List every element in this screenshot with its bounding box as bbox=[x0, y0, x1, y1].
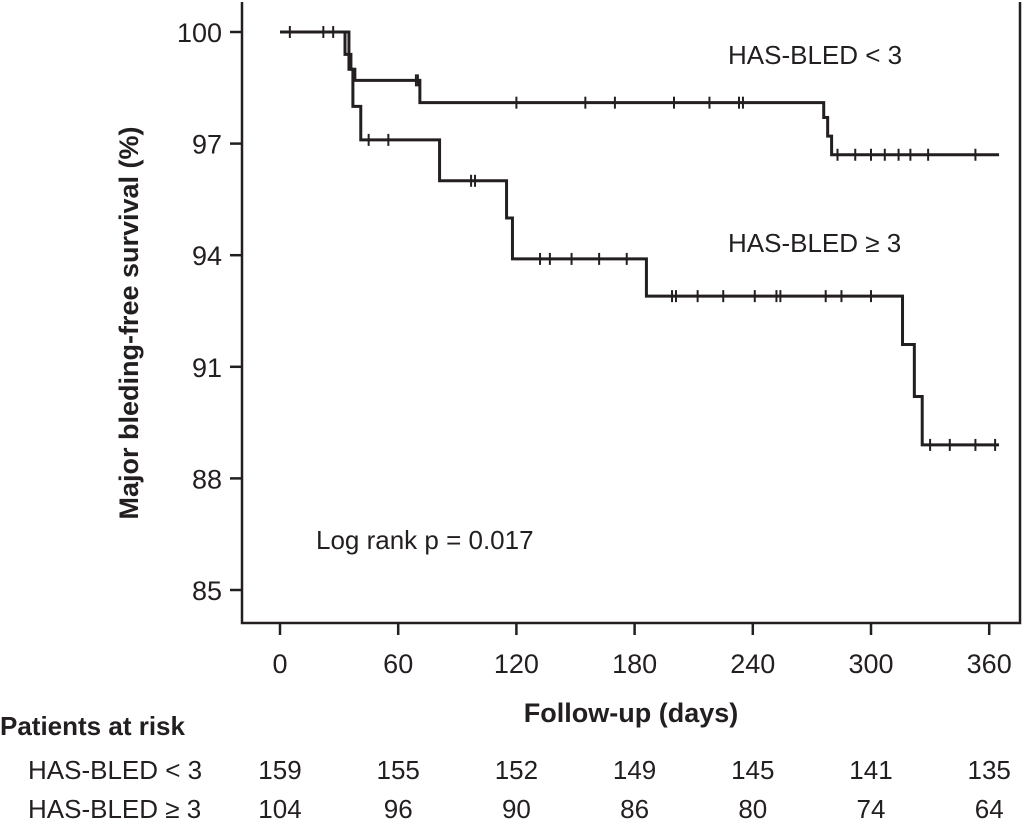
y-tick-label: 97 bbox=[192, 130, 222, 160]
x-axis-title: Follow-up (days) bbox=[524, 698, 738, 728]
x-tick-label: 360 bbox=[967, 649, 1012, 679]
y-tick-label: 88 bbox=[192, 464, 222, 494]
y-tick-label: 94 bbox=[192, 241, 222, 271]
risk-values: 159 155 152 149 145 141 135 104 96 90 86 80 74 64 bbox=[258, 755, 1011, 824]
risk-row-label-low: HAS-BLED < 3 bbox=[28, 755, 202, 785]
risk-value: 86 bbox=[620, 794, 649, 824]
log-rank-pvalue: Log rank p = 0.017 bbox=[316, 525, 534, 555]
risk-value: 149 bbox=[613, 755, 656, 785]
plot-frame bbox=[240, 2, 1022, 625]
y-tick-label: 85 bbox=[192, 576, 222, 606]
y-tick-label: 91 bbox=[192, 353, 222, 383]
risk-value: 104 bbox=[258, 794, 301, 824]
risk-value: 135 bbox=[968, 755, 1011, 785]
risk-value: 141 bbox=[849, 755, 892, 785]
risk-value: 159 bbox=[258, 755, 301, 785]
risk-row-label-high: HAS-BLED ≥ 3 bbox=[28, 794, 201, 824]
x-tick-label: 60 bbox=[383, 649, 413, 679]
y-axis-title: Major bleding-free survival (%) bbox=[114, 126, 144, 519]
risk-value: 145 bbox=[731, 755, 774, 785]
curve-has-bled-high bbox=[280, 30, 1000, 447]
x-tick-label: 120 bbox=[494, 649, 539, 679]
risk-value: 96 bbox=[384, 794, 413, 824]
label-has-bled-high: HAS-BLED ≥ 3 bbox=[728, 228, 901, 258]
risk-value: 90 bbox=[502, 794, 531, 824]
survival-curves bbox=[280, 30, 1000, 447]
label-has-bled-low: HAS-BLED < 3 bbox=[728, 40, 902, 70]
risk-value: 80 bbox=[738, 794, 767, 824]
risk-value: 155 bbox=[377, 755, 420, 785]
censor-marks bbox=[288, 26, 997, 451]
x-tick-label: 240 bbox=[730, 649, 775, 679]
risk-table: Patients at risk HAS-BLED < 3 HAS-BLED ≥… bbox=[0, 711, 1011, 824]
axis-ticks: 0 60 120 180 240 300 360 85 88 91 94 97 100 bbox=[177, 18, 1012, 679]
risk-table-title: Patients at risk bbox=[0, 711, 186, 741]
y-tick-label: 100 bbox=[177, 18, 222, 48]
x-tick-label: 300 bbox=[848, 649, 893, 679]
risk-value: 74 bbox=[857, 794, 886, 824]
plot-axes bbox=[240, 2, 1022, 625]
risk-value: 152 bbox=[495, 755, 538, 785]
risk-value: 64 bbox=[975, 794, 1004, 824]
x-tick-label: 180 bbox=[612, 649, 657, 679]
x-tick-label: 0 bbox=[272, 649, 287, 679]
